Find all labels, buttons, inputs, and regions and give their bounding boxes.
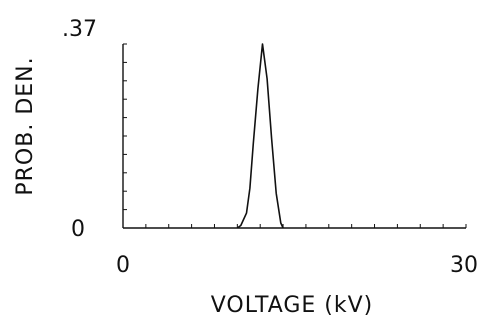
axes [122, 43, 467, 229]
x-tick-label-min: 0 [116, 253, 130, 278]
x-axis-title: VOLTAGE (kV) [211, 293, 374, 318]
x-minor-ticks [145, 224, 467, 228]
y-tick-label-max: .37 [62, 17, 97, 42]
y-tick-label-min: 0 [71, 217, 85, 242]
x-tick-label-max: 30 [450, 253, 478, 278]
series-line [236, 43, 284, 229]
y-axis-title: PROB. DEN. [13, 56, 38, 195]
y-minor-ticks [123, 43, 127, 211]
